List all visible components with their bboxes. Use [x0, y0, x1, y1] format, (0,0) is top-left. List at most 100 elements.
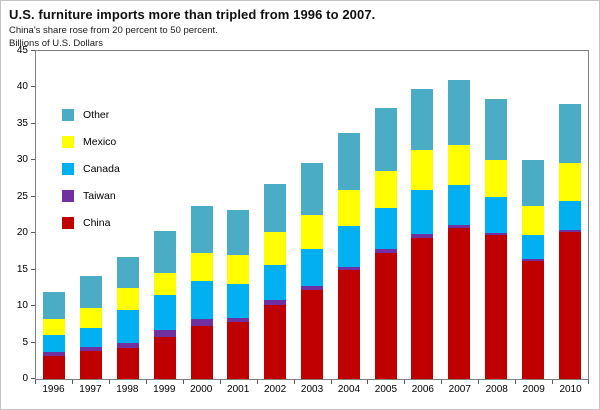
segment-mexico [43, 318, 66, 336]
x-tick-label: 2006 [404, 380, 441, 395]
stacked-bar-2009 [521, 159, 544, 379]
legend-swatch-china [62, 217, 74, 229]
bar-group-2006 [404, 51, 441, 379]
segment-other [411, 88, 434, 151]
segment-other [484, 99, 507, 161]
segment-china [521, 260, 544, 379]
segment-china [153, 336, 176, 379]
legend-swatch-taiwan [62, 190, 74, 202]
segment-china [227, 322, 250, 379]
segment-china [374, 252, 397, 379]
y-tick-mark [31, 232, 35, 234]
y-axis: 0 5 10 15 20 25 30 35 40 45 [9, 45, 35, 384]
segment-canada [227, 284, 250, 318]
segment-china [448, 228, 471, 379]
segment-other [300, 162, 323, 216]
segment-china [116, 347, 139, 379]
segment-mexico [484, 160, 507, 197]
legend-label: Canada [83, 163, 120, 175]
segment-canada [80, 328, 103, 347]
stacked-bar-2004 [337, 133, 360, 379]
stacked-bar-2007 [448, 80, 471, 379]
legend-label: Mexico [83, 136, 117, 148]
legend-item-mexico: Mexico [62, 136, 120, 148]
segment-china [190, 325, 213, 379]
stacked-bar-2006 [411, 88, 434, 379]
legend-item-other: Other [62, 109, 120, 121]
segment-other [190, 205, 213, 253]
stacked-bar-1998 [116, 256, 139, 379]
legend-label: Other [83, 109, 110, 121]
x-tick-label: 2010 [552, 380, 589, 395]
x-tick-label: 1997 [71, 380, 109, 395]
y-tick-mark [31, 195, 35, 197]
bar-group-1998 [110, 51, 147, 379]
stacked-bar-2001 [227, 209, 250, 379]
segment-taiwan [337, 266, 360, 271]
segment-mexico [337, 189, 360, 226]
segment-other [116, 256, 139, 288]
segment-china [300, 290, 323, 379]
stacked-bar-2000 [190, 205, 213, 379]
segment-mexico [190, 252, 213, 281]
chart-title: U.S. furniture imports more than tripled… [9, 7, 376, 22]
bar-group-2001 [220, 51, 257, 379]
y-tick-label: 45 [16, 45, 28, 56]
segment-canada [116, 309, 139, 343]
segment-mexico [448, 145, 471, 186]
segment-taiwan [80, 346, 103, 352]
segment-china [264, 304, 287, 379]
y-tick-label: 0 [22, 373, 28, 384]
stacked-bar-2002 [264, 184, 287, 379]
segment-canada [411, 190, 434, 234]
x-tick-label: 2003 [293, 380, 331, 395]
y-tick-mark [31, 50, 35, 51]
legend: Other Mexico Canada Taiwan China [62, 109, 120, 229]
segment-china [43, 355, 66, 379]
segment-china [337, 270, 360, 379]
segment-mexico [153, 273, 176, 296]
segment-canada [374, 207, 397, 250]
segment-canada [300, 249, 323, 287]
plot-column: Other Mexico Canada Taiwan China 1996 1997 199… [35, 50, 589, 395]
segment-other [337, 133, 360, 190]
bar-group-2000 [183, 51, 220, 379]
legend-swatch-mexico [62, 136, 74, 148]
x-tick-label: 2007 [441, 380, 478, 395]
legend-label: Taiwan [83, 190, 116, 202]
y-tick-mark [31, 341, 35, 343]
bar-group-1997 [73, 51, 110, 379]
y-tick-label: 5 [22, 336, 28, 348]
segment-mexico [374, 170, 397, 208]
x-tick-label: 2004 [330, 380, 368, 395]
stacked-bar-2008 [484, 99, 507, 379]
segment-other [558, 103, 581, 163]
y-tick-label: 40 [16, 81, 28, 93]
x-tick-label: 2000 [182, 380, 220, 395]
bar-group-2009 [514, 51, 551, 379]
legend-swatch-other [62, 109, 74, 121]
segment-china [558, 231, 581, 379]
bar-group-2010 [551, 51, 588, 379]
segment-china [80, 351, 103, 379]
segment-taiwan [190, 319, 213, 326]
segment-other [43, 291, 66, 319]
segment-canada [153, 295, 176, 331]
segment-canada [264, 265, 287, 301]
bar-group-2005 [367, 51, 404, 379]
x-tick-label: 2001 [219, 380, 257, 395]
segment-china [411, 237, 434, 379]
segment-taiwan [374, 249, 397, 253]
segment-mexico [80, 307, 103, 329]
y-tick-label: 35 [16, 117, 28, 129]
bar-group-2008 [478, 51, 515, 379]
y-tick-label: 15 [16, 263, 28, 275]
segment-canada [43, 335, 66, 353]
plot-area: Other Mexico Canada Taiwan China [35, 50, 589, 380]
segment-mexico [264, 231, 287, 266]
x-tick-label: 2008 [478, 380, 515, 395]
stacked-bar-1996 [43, 291, 66, 379]
segment-taiwan [116, 342, 139, 348]
y-tick-mark [31, 305, 35, 307]
